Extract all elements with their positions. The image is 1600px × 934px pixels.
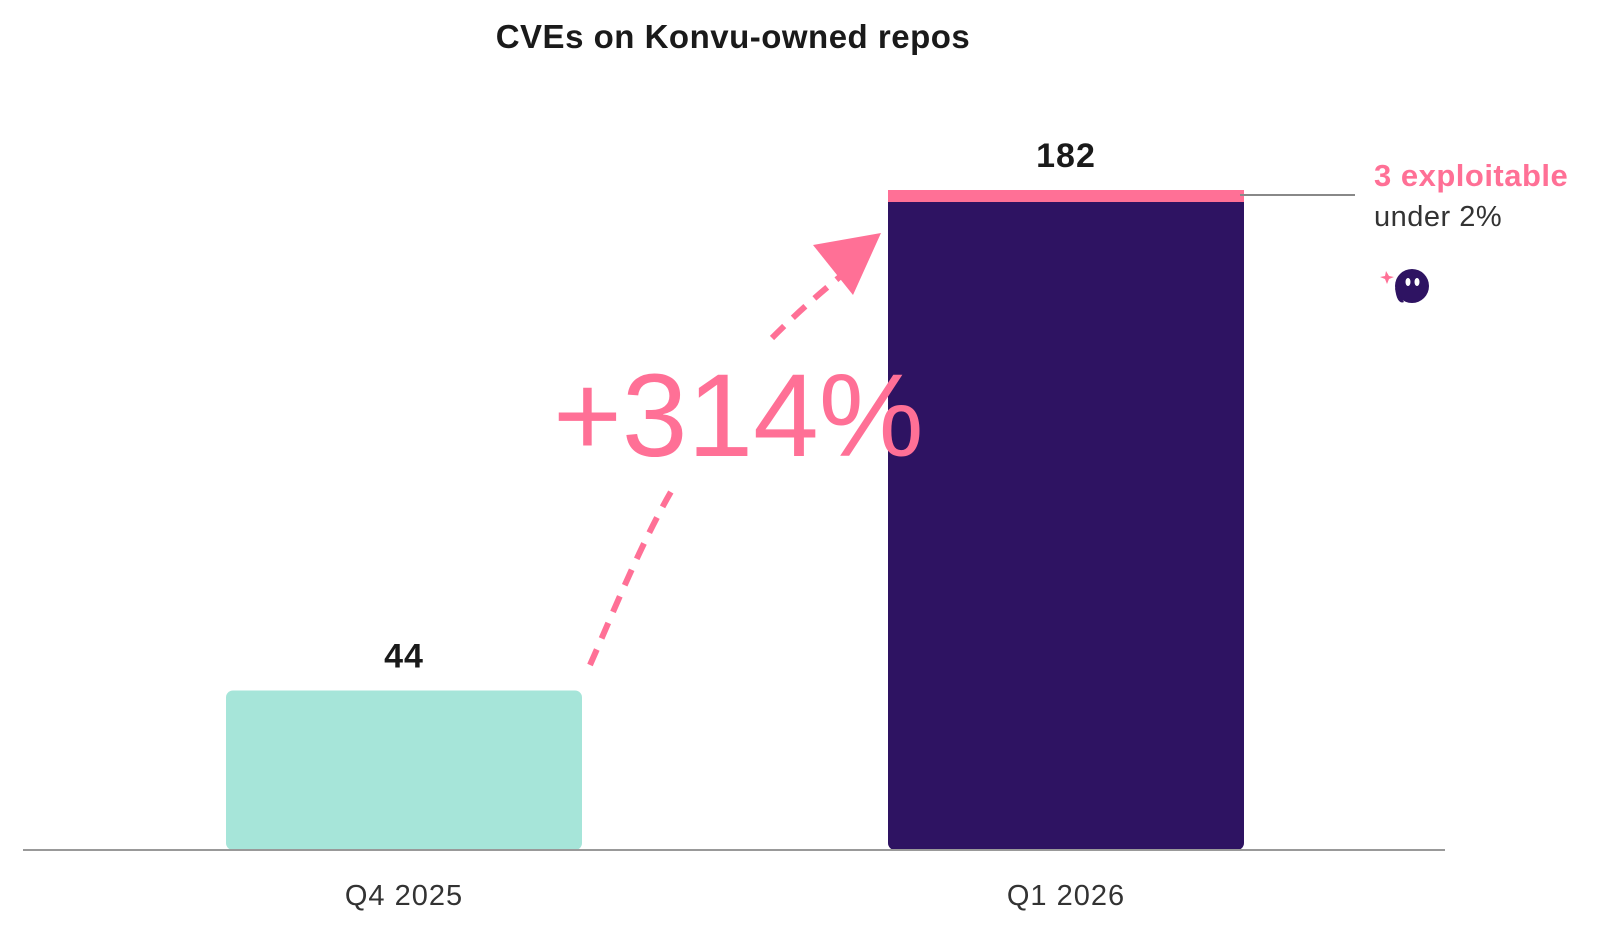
- exploitable-share-label: under 2%: [1374, 201, 1502, 233]
- growth-arrow-head: [813, 233, 881, 295]
- bar-q1-2026: [888, 190, 1244, 850]
- bar-segment-exploitable: [888, 190, 1244, 202]
- growth-percentage-label: +314%: [553, 350, 924, 482]
- chart-title: CVEs on Konvu-owned repos: [496, 18, 971, 55]
- bar-q4-2025: [226, 690, 582, 850]
- ghost-mascot-icon: [1380, 269, 1429, 303]
- data-label-q1-2026: 182: [1036, 137, 1096, 175]
- x-tick-label-q1-2026: Q1 2026: [1007, 880, 1125, 912]
- growth-arrow-lower-segment: [587, 488, 675, 667]
- growth-arrow-upper-segment: [769, 272, 844, 341]
- x-tick-label-q4-2025: Q4 2025: [345, 880, 463, 912]
- growth-arrow: [587, 233, 881, 667]
- data-label-q4-2025: 44: [384, 637, 424, 675]
- exploitable-count-label: 3 exploitable: [1374, 158, 1568, 193]
- bars-layer: [226, 190, 1244, 850]
